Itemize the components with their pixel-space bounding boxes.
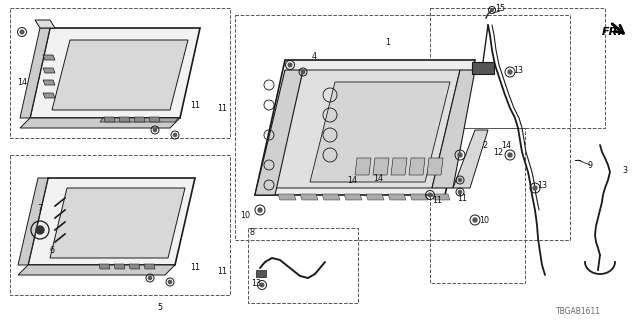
Circle shape bbox=[260, 283, 264, 287]
Circle shape bbox=[173, 133, 177, 137]
Text: 11: 11 bbox=[217, 268, 227, 276]
Circle shape bbox=[36, 226, 44, 234]
Bar bbox=[235, 15, 570, 240]
Polygon shape bbox=[35, 20, 55, 28]
Polygon shape bbox=[18, 178, 48, 265]
Polygon shape bbox=[43, 80, 55, 85]
Bar bbox=[430, 8, 605, 128]
Circle shape bbox=[154, 128, 157, 132]
Polygon shape bbox=[278, 194, 296, 200]
Circle shape bbox=[301, 70, 305, 74]
Polygon shape bbox=[432, 70, 475, 188]
Polygon shape bbox=[50, 188, 185, 258]
Circle shape bbox=[473, 218, 477, 222]
Polygon shape bbox=[52, 40, 188, 110]
Text: TBGAB1611: TBGAB1611 bbox=[556, 308, 600, 316]
Circle shape bbox=[148, 276, 152, 280]
Polygon shape bbox=[366, 194, 384, 200]
Text: 13: 13 bbox=[513, 66, 523, 75]
Polygon shape bbox=[409, 158, 425, 175]
Text: 3: 3 bbox=[623, 165, 627, 174]
Polygon shape bbox=[99, 264, 110, 269]
Polygon shape bbox=[355, 158, 371, 175]
Text: 12: 12 bbox=[493, 148, 503, 156]
Polygon shape bbox=[104, 117, 115, 122]
Polygon shape bbox=[43, 93, 55, 98]
Text: 14: 14 bbox=[347, 175, 357, 185]
Polygon shape bbox=[373, 158, 389, 175]
Circle shape bbox=[20, 30, 24, 34]
Polygon shape bbox=[391, 158, 407, 175]
Bar bbox=[472, 62, 494, 74]
Polygon shape bbox=[300, 194, 318, 200]
Circle shape bbox=[458, 179, 461, 182]
Circle shape bbox=[508, 70, 512, 74]
Polygon shape bbox=[310, 82, 450, 182]
Polygon shape bbox=[43, 55, 55, 60]
Polygon shape bbox=[30, 28, 200, 118]
Polygon shape bbox=[388, 194, 406, 200]
Text: 7: 7 bbox=[37, 204, 43, 212]
Text: 14: 14 bbox=[373, 173, 383, 182]
Polygon shape bbox=[100, 118, 178, 122]
Polygon shape bbox=[275, 70, 460, 188]
Polygon shape bbox=[322, 194, 340, 200]
Bar bbox=[256, 270, 266, 277]
Text: 9: 9 bbox=[588, 161, 593, 170]
Text: 5: 5 bbox=[157, 303, 163, 313]
Bar bbox=[10, 8, 230, 138]
Text: 11: 11 bbox=[217, 103, 227, 113]
Bar bbox=[430, 128, 525, 283]
Polygon shape bbox=[28, 178, 195, 265]
Text: 1: 1 bbox=[385, 37, 390, 46]
Polygon shape bbox=[20, 28, 50, 118]
Text: 8: 8 bbox=[250, 228, 255, 236]
Polygon shape bbox=[344, 194, 362, 200]
Text: 4: 4 bbox=[312, 52, 317, 60]
Circle shape bbox=[533, 186, 537, 190]
Circle shape bbox=[168, 280, 172, 284]
Text: 11: 11 bbox=[190, 263, 200, 273]
Bar bbox=[10, 155, 230, 295]
Circle shape bbox=[428, 193, 432, 197]
Circle shape bbox=[458, 153, 462, 157]
Text: 2: 2 bbox=[483, 140, 488, 149]
Polygon shape bbox=[20, 118, 180, 128]
Polygon shape bbox=[255, 60, 475, 195]
Polygon shape bbox=[432, 194, 450, 200]
Circle shape bbox=[258, 208, 262, 212]
Polygon shape bbox=[119, 117, 130, 122]
Text: 10: 10 bbox=[479, 215, 489, 225]
Polygon shape bbox=[410, 194, 428, 200]
Text: 6: 6 bbox=[49, 245, 54, 254]
Polygon shape bbox=[43, 68, 55, 73]
Text: 14: 14 bbox=[17, 77, 27, 86]
Circle shape bbox=[508, 153, 512, 157]
Text: 11: 11 bbox=[457, 194, 467, 203]
Text: 11: 11 bbox=[432, 196, 442, 204]
Polygon shape bbox=[144, 264, 155, 269]
Polygon shape bbox=[255, 70, 303, 195]
Polygon shape bbox=[114, 264, 125, 269]
Text: FR.: FR. bbox=[602, 27, 623, 37]
Polygon shape bbox=[18, 265, 175, 275]
Circle shape bbox=[288, 63, 292, 67]
Text: 13: 13 bbox=[537, 180, 547, 189]
Circle shape bbox=[491, 9, 493, 12]
Bar bbox=[248, 228, 358, 303]
Polygon shape bbox=[129, 264, 140, 269]
Polygon shape bbox=[427, 158, 443, 175]
Text: 14: 14 bbox=[501, 140, 511, 149]
Text: 15: 15 bbox=[495, 4, 505, 12]
Text: 11: 11 bbox=[190, 100, 200, 109]
Polygon shape bbox=[149, 117, 160, 122]
Polygon shape bbox=[453, 130, 488, 188]
Text: 10: 10 bbox=[240, 211, 250, 220]
Polygon shape bbox=[134, 117, 145, 122]
Text: 13: 13 bbox=[251, 278, 261, 287]
Circle shape bbox=[458, 190, 461, 194]
